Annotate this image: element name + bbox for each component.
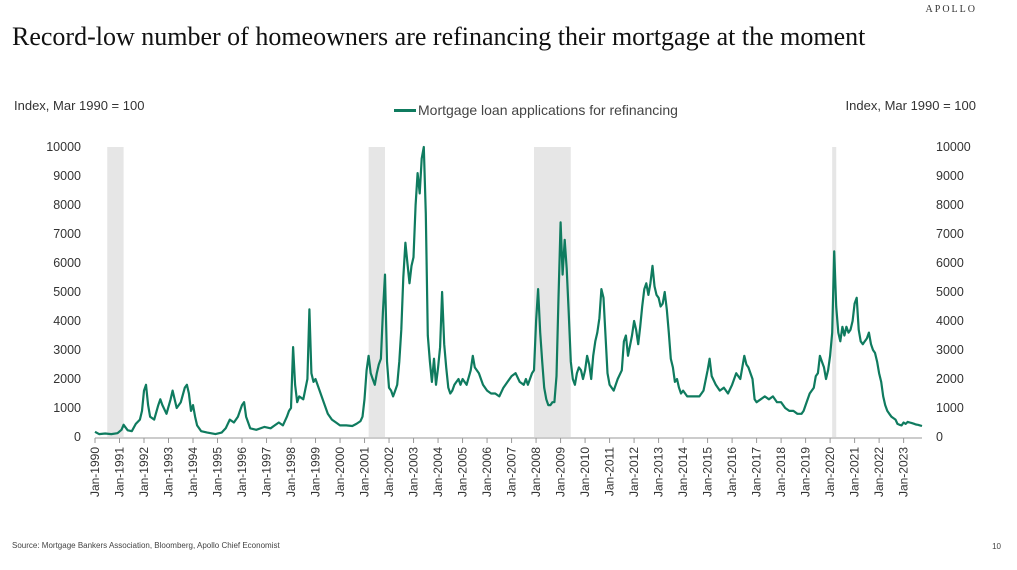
left-axis-title: Index, Mar 1990 = 100 <box>14 98 145 113</box>
y-tick-label-left: 5000 <box>53 285 81 299</box>
x-tick-label: Jan-1992 <box>137 447 151 497</box>
chart-title: Record-low number of homeowners are refi… <box>12 22 866 51</box>
x-tick-label: Jan-2015 <box>701 447 715 497</box>
recession-band <box>534 147 571 437</box>
x-tick-label: Jan-2016 <box>725 447 739 497</box>
y-tick-label-right: 7000 <box>936 227 964 241</box>
series-line-refinancing <box>94 145 923 436</box>
y-tick-label-right: 0 <box>936 430 943 444</box>
x-tick-label: Jan-2017 <box>750 447 764 497</box>
y-tick-label-right: 3000 <box>936 343 964 357</box>
x-tick-label: Jan-1998 <box>284 447 298 497</box>
y-tick-label-left: 4000 <box>53 314 81 328</box>
recession-band <box>107 147 124 437</box>
x-tick-label: Jan-2020 <box>823 447 837 497</box>
x-tick-label: Jan-1993 <box>162 447 176 497</box>
brand-logo: APOLLO <box>925 4 977 15</box>
x-tick-label: Jan-2019 <box>799 447 813 497</box>
x-tick-label: Jan-2021 <box>848 447 862 497</box>
right-axis-title: Index, Mar 1990 = 100 <box>845 98 976 113</box>
y-tick-label-left: 0 <box>74 430 81 444</box>
chart-plot: 0 0 1000 1000 2000 2000 3000 3000 4000 4000 5000 50… <box>46 140 971 497</box>
y-tick-label-right: 6000 <box>936 256 964 270</box>
source-note: Source: Mortgage Bankers Association, Bl… <box>12 541 280 550</box>
y-tick-label-left: 2000 <box>53 372 81 386</box>
y-tick-label-left: 1000 <box>53 401 81 415</box>
y-tick-label-right: 8000 <box>936 198 964 212</box>
x-tick-label: Jan-2009 <box>554 447 568 497</box>
y-tick-label-right: 1000 <box>936 401 964 415</box>
x-tick-label: Jan-1999 <box>309 447 323 497</box>
x-tick-label: Jan-2005 <box>456 447 470 497</box>
x-tick-label: Jan-1996 <box>235 447 249 497</box>
x-tick-label: Jan-1994 <box>186 447 200 497</box>
x-tick-label: Jan-1997 <box>260 447 274 497</box>
page-number: 10 <box>992 542 1001 551</box>
x-tick-label: Jan-2022 <box>872 447 886 497</box>
y-tick-label-left: 6000 <box>53 256 81 270</box>
x-tick-label: Jan-2023 <box>897 447 911 497</box>
x-tick-label: Jan-2008 <box>529 447 543 497</box>
x-tick-label: Jan-2014 <box>676 447 690 497</box>
y-tick-label-right: 9000 <box>936 169 964 183</box>
x-tick-label: Jan-1995 <box>211 447 225 497</box>
x-tick-label: Jan-2007 <box>505 447 519 497</box>
y-tick-label-left: 3000 <box>53 343 81 357</box>
x-tick-label: Jan-2000 <box>333 447 347 497</box>
x-tick-label: Jan-2003 <box>407 447 421 497</box>
x-tick-label: Jan-2004 <box>431 447 445 497</box>
x-tick-label: Jan-2002 <box>382 447 396 497</box>
x-tick-label: Jan-2011 <box>603 447 617 496</box>
y-tick-label-left: 8000 <box>53 198 81 212</box>
legend: Mortgage loan applications for refinanci… <box>394 102 678 118</box>
y-tick-label-left: 9000 <box>53 169 81 183</box>
y-tick-label-right: 10000 <box>936 140 971 154</box>
y-tick-label-left: 10000 <box>46 140 81 154</box>
x-tick-label: Jan-2012 <box>627 447 641 497</box>
recession-band <box>368 147 385 437</box>
y-tick-label-left: 7000 <box>53 227 81 241</box>
x-tick-label: Jan-2013 <box>652 447 666 497</box>
legend-label: Mortgage loan applications for refinanci… <box>418 102 678 118</box>
x-tick-label: Jan-2001 <box>358 447 372 497</box>
x-tick-label: Jan-1991 <box>113 447 127 497</box>
x-tick-label: Jan-1990 <box>88 447 102 497</box>
x-tick-label: Jan-2018 <box>774 447 788 497</box>
x-tick-label: Jan-2006 <box>480 447 494 497</box>
legend-swatch <box>394 108 416 112</box>
y-tick-label-right: 5000 <box>936 285 964 299</box>
y-tick-label-right: 2000 <box>936 372 964 386</box>
y-tick-label-right: 4000 <box>936 314 964 328</box>
x-tick-label: Jan-2010 <box>578 447 592 497</box>
